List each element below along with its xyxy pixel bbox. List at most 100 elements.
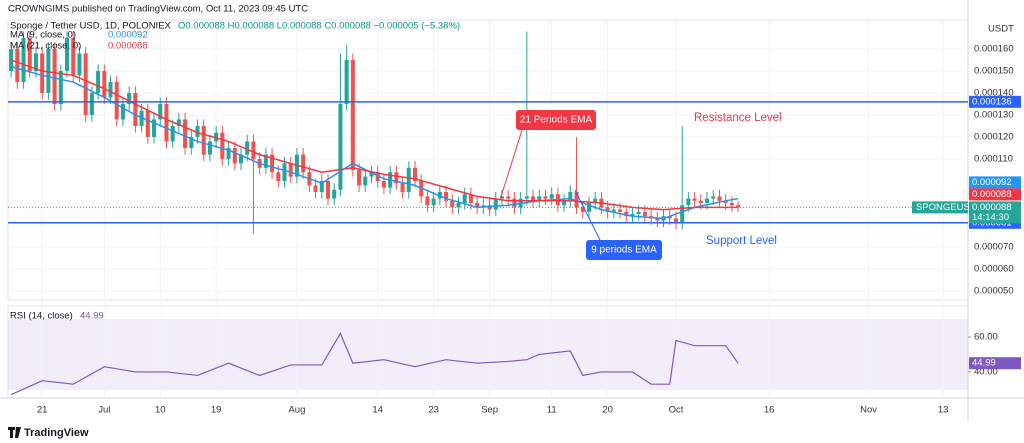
footer: TradingView (24, 427, 89, 439)
candle-body (226, 148, 231, 160)
callout-pointer (499, 129, 523, 201)
candle-body (686, 198, 691, 206)
candle-body (96, 71, 101, 94)
candle-body (431, 198, 436, 206)
candle-body (680, 205, 685, 223)
rsi-badge-bg (969, 357, 1021, 370)
x-tick-label: Oct (669, 405, 684, 416)
candle-body (89, 93, 94, 116)
y-tick-label: 0.000070 (974, 242, 1014, 253)
candle-body (251, 141, 256, 160)
candle-body (127, 93, 132, 105)
candle-body (114, 82, 119, 120)
symbol-name: SPONGEUSDT (916, 202, 983, 213)
candle-body (152, 119, 157, 138)
candle-body (263, 154, 268, 168)
x-tick-label: 20 (602, 405, 613, 416)
candle-body (164, 104, 169, 142)
candle-body (170, 126, 175, 142)
candle-body (425, 196, 430, 206)
callout-pointer (574, 189, 601, 241)
annotation: 9 periods EMA (591, 245, 657, 256)
annotation: Resistance Level (694, 112, 782, 124)
y-tick-label: 0.000140 (974, 88, 1014, 99)
publisher: CROWNGIMS published on TradingView.com, … (8, 4, 308, 15)
candle-body (357, 170, 362, 186)
candle-body (108, 82, 113, 98)
candle-body (394, 172, 399, 184)
legend-value: 0.000088 (108, 41, 148, 52)
candle-body (642, 211, 647, 217)
rsi-title: RSI (14, close) (10, 311, 73, 322)
candle-body (580, 207, 585, 212)
candle-body (238, 154, 244, 164)
candle-body (195, 126, 200, 138)
candle-body (605, 207, 610, 212)
candle-body (562, 200, 567, 206)
x-tick-label: 23 (428, 405, 439, 416)
candle-body (593, 198, 598, 204)
candle-body (475, 203, 480, 208)
x-tick-label: 16 (764, 405, 775, 416)
candle-body (46, 49, 51, 94)
candle-body (350, 60, 355, 171)
candle-body (736, 205, 741, 208)
candle-body (313, 185, 318, 193)
candle-body (723, 200, 728, 204)
y-tick-label: 0.000050 (974, 285, 1014, 296)
candle-body (673, 218, 678, 223)
candle-body (102, 71, 107, 98)
x-tick-label: Jul (98, 405, 110, 416)
ohlc-label: O0.000088 H0.000088 L0.000088 C0.000088 … (178, 21, 460, 32)
rsi-value: 44.99 (80, 311, 104, 322)
candle-body (406, 167, 411, 193)
candle-body (456, 203, 461, 208)
candle-body (71, 38, 76, 76)
candle-body (711, 196, 716, 199)
countdown: 14:14:30 (972, 212, 1009, 223)
candle-body (276, 172, 281, 182)
x-tick-label: Sep (481, 405, 498, 416)
candle-body (65, 38, 70, 72)
candle-body (655, 218, 660, 221)
ma-last-label-bg (969, 188, 1021, 201)
legend-name: MA (21, close, 0) (10, 41, 81, 52)
rsi-badge: 44.99 (972, 358, 996, 369)
candle-body (667, 216, 672, 219)
logo (8, 427, 21, 438)
candle-body (574, 192, 579, 208)
candle-body (58, 71, 63, 105)
candle-body (549, 194, 554, 199)
candle-body (120, 104, 125, 120)
candle-body (462, 194, 467, 204)
candle-body (133, 93, 138, 127)
candle-body (344, 60, 349, 105)
x-tick-label: Nov (860, 405, 877, 416)
candle-body (493, 198, 498, 210)
candle-body (183, 119, 188, 149)
y-tick-label: 0.000060 (974, 264, 1014, 275)
y-tick-label: 0.000110 (974, 154, 1013, 165)
candle-body (220, 132, 225, 160)
candle-body (729, 203, 734, 206)
chart-title: Sponge / Tether USD, 1D, POLONIEX (10, 21, 172, 32)
candle-body (288, 163, 293, 177)
candle-body (270, 154, 275, 173)
candle-body (27, 38, 32, 72)
candle-body (40, 53, 45, 94)
candle-body (543, 196, 548, 199)
price-badge: 0.000088 (972, 202, 1012, 213)
candle-body (692, 198, 697, 201)
callout-box (516, 110, 596, 130)
candle-body (698, 200, 703, 204)
candle-body (636, 211, 641, 214)
candle-body (381, 181, 386, 188)
candle-body (363, 176, 368, 186)
candle-body (282, 163, 287, 182)
candle-body (568, 192, 573, 201)
candle-body (15, 49, 20, 83)
candle-body (624, 211, 629, 217)
candle-body (77, 53, 82, 76)
candle-body (332, 189, 337, 199)
